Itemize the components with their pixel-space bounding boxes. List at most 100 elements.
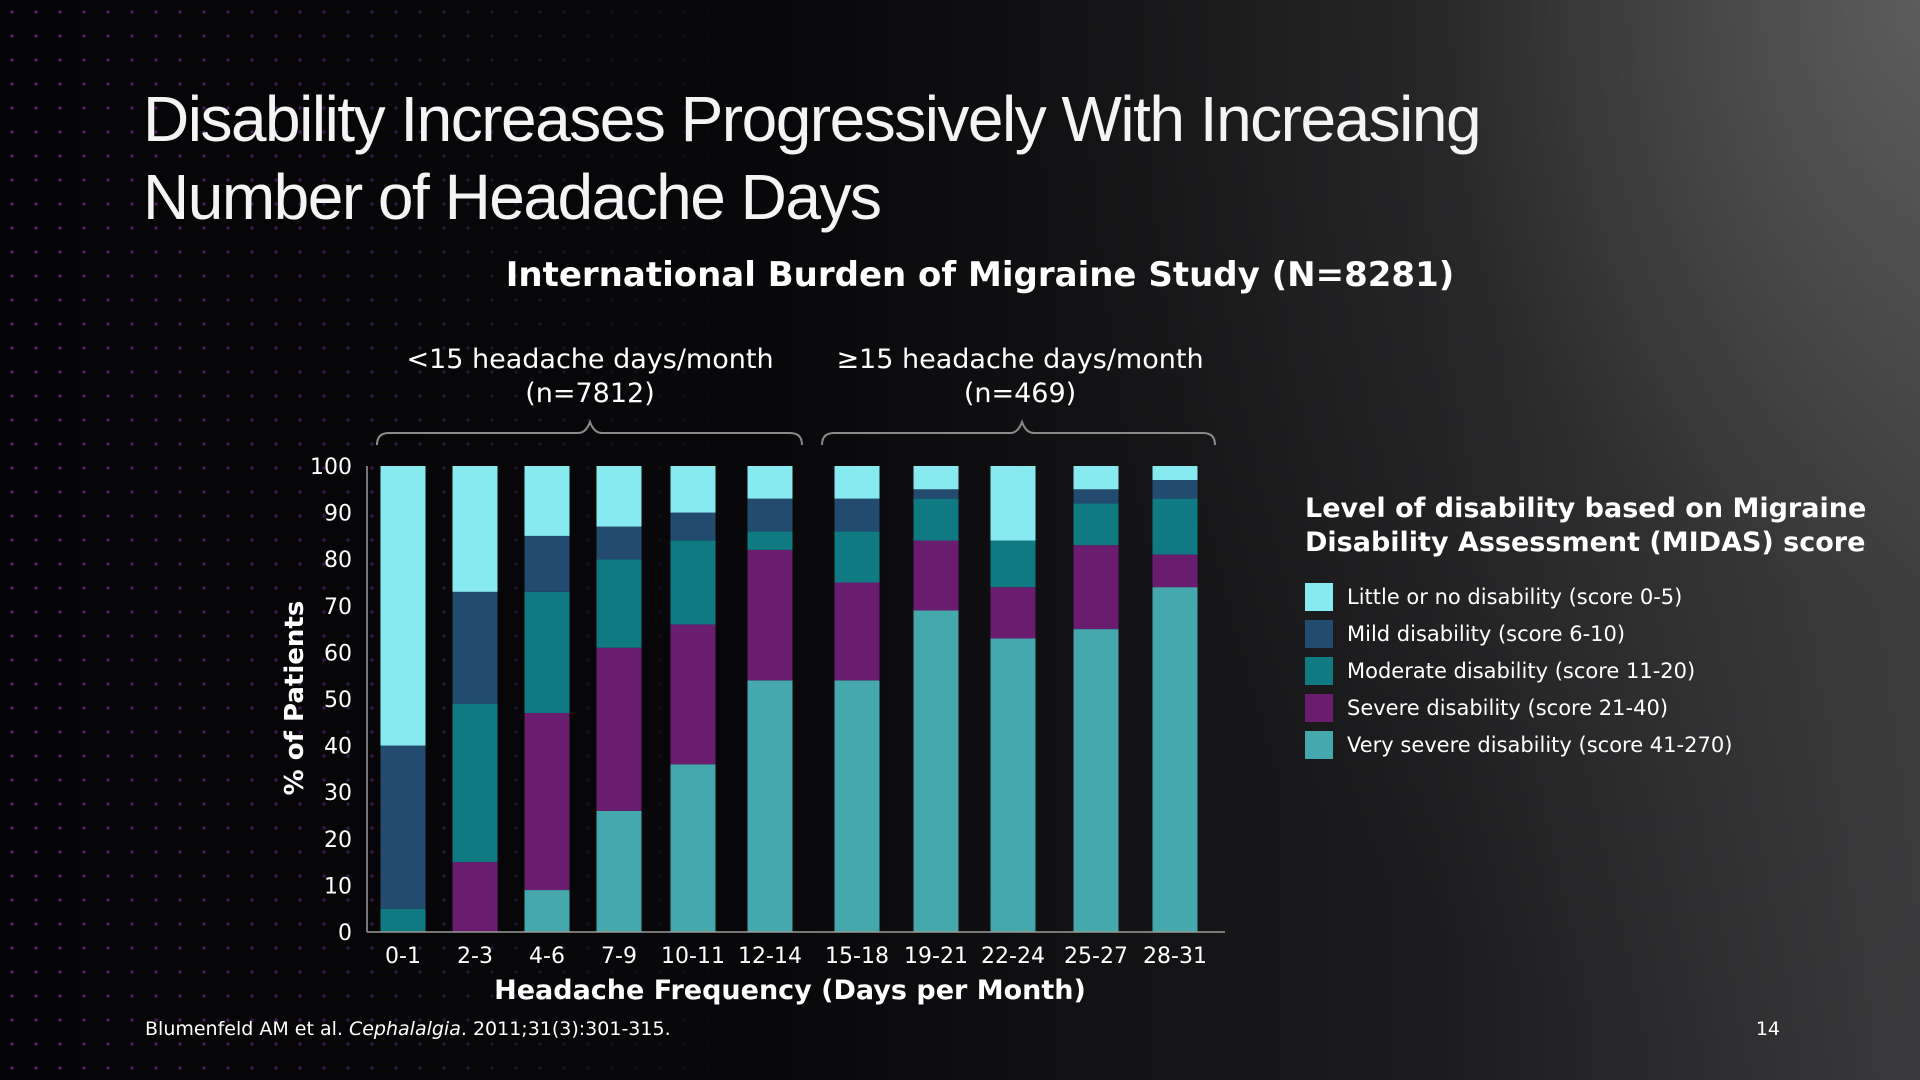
legend-swatch-severe [1305, 693, 1333, 722]
legend-label-mild: Mild disability (score 6-10) [1347, 621, 1626, 646]
bar-segment [834, 498, 880, 532]
bar-segment [1152, 498, 1198, 555]
bar-segment [524, 466, 570, 536]
bar-segment [1152, 587, 1198, 932]
x-tick-label: 0-1 [385, 944, 421, 969]
bar-segment [380, 908, 426, 932]
bar-segment [747, 549, 793, 681]
group-label-high-line1: ≥15 headache days/month [836, 344, 1204, 375]
bar-segment [524, 535, 570, 592]
bar-segment [1152, 479, 1198, 499]
x-axis-label: Headache Frequency (Days per Month) [494, 975, 1086, 1006]
x-tick-label: 15-18 [825, 944, 889, 969]
bar-segment [670, 540, 716, 625]
bar-segment [1073, 503, 1119, 546]
group-label-low-line2: (n=7812) [525, 378, 655, 409]
footnote-citation: Blumenfeld AM et al. Cephalalgia. 2011;3… [145, 1018, 671, 1040]
y-axis-label: % of Patients [280, 601, 310, 796]
y-tick-label: 30 [324, 781, 352, 806]
bar-segment [747, 498, 793, 532]
bar-segment [1152, 466, 1198, 480]
x-tick-label: 25-27 [1064, 944, 1128, 969]
bar-segment [452, 703, 498, 863]
legend-title-line1: Level of disability based on Migraine [1305, 493, 1867, 524]
footnote-journal: Cephalalgia [348, 1018, 461, 1040]
bar-segment [596, 647, 642, 811]
bar-segment [834, 582, 880, 681]
legend-label-moderate: Moderate disability (score 11-20) [1347, 658, 1696, 683]
bar-segment [670, 512, 716, 541]
bar-segment [524, 890, 570, 932]
bar-segment [596, 466, 642, 527]
bar-segment [670, 466, 716, 513]
bar-segment [834, 466, 880, 499]
x-tick-label: 10-11 [661, 944, 725, 969]
y-tick-label: 90 [324, 502, 352, 527]
bar-segment [380, 745, 426, 909]
bar-segment [596, 526, 642, 560]
bar-segment [1073, 545, 1119, 630]
x-tick-label: 2-3 [457, 944, 493, 969]
x-tick-label: 12-14 [738, 944, 802, 969]
group-label-high-line2: (n=469) [963, 378, 1077, 409]
bar-segment [670, 764, 716, 932]
bar-segment [834, 680, 880, 932]
x-tick-label: 4-6 [529, 944, 565, 969]
y-tick-label: 0 [338, 921, 352, 946]
bar-segment [913, 540, 959, 611]
y-tick-label: 50 [324, 688, 352, 713]
bar-segment [990, 638, 1036, 932]
y-tick-label: 80 [324, 548, 352, 573]
bar-segment [1073, 629, 1119, 932]
legend-label-little: Little or no disability (score 0-5) [1347, 584, 1683, 609]
group-label-high: ≥15 headache days/month (n=469) [810, 343, 1230, 411]
bar-segment [990, 587, 1036, 639]
legend-item-very-severe: Very severe disability (score 41-270) [1305, 726, 1905, 763]
bar-segment [1073, 466, 1119, 490]
bar-segment [452, 591, 498, 704]
bar-segment [913, 498, 959, 541]
legend: Level of disability based on Migraine Di… [1305, 492, 1905, 763]
bar-segment [524, 591, 570, 713]
bracket-low [376, 419, 803, 446]
bar-segment [747, 680, 793, 932]
bar-segment [452, 466, 498, 592]
legend-item-moderate: Moderate disability (score 11-20) [1305, 652, 1905, 689]
bar-segment [913, 610, 959, 932]
legend-swatch-moderate [1305, 656, 1333, 685]
y-tick-label: 60 [324, 641, 352, 666]
bar-segment [913, 466, 959, 490]
group-brackets [376, 419, 1216, 446]
bar-segment [596, 810, 642, 932]
slide-title-line1: Disability Increases Progressively With … [143, 83, 1482, 155]
legend-label-severe: Severe disability (score 21-40) [1347, 695, 1669, 720]
legend-swatch-mild [1305, 619, 1333, 648]
chart-subtitle: International Burden of Migraine Study (… [505, 255, 1455, 295]
bar-segment [596, 559, 642, 648]
legend-swatch-very-severe [1305, 730, 1333, 759]
legend-item-mild: Mild disability (score 6-10) [1305, 615, 1905, 652]
group-label-low: <15 headache days/month (n=7812) [380, 343, 800, 411]
bar-segment [834, 531, 880, 583]
slide-title: Disability Increases Progressively With … [143, 80, 1743, 236]
bar-segment [524, 712, 570, 891]
bars [380, 466, 1198, 932]
x-tick-label: 22-24 [981, 944, 1045, 969]
bar-segment [990, 540, 1036, 588]
group-label-low-line1: <15 headache days/month [406, 344, 774, 375]
x-tick-label: 19-21 [904, 944, 968, 969]
y-axis: 0 10 20 30 40 50 60 70 80 90 100 [310, 455, 368, 946]
footnote-reference: . 2011;31(3):301-315. [460, 1018, 671, 1040]
bar-segment [747, 531, 793, 550]
x-axis: 0-1 2-3 4-6 7-9 10-11 12-14 15-18 19-21 22-24 25-… [367, 931, 1225, 969]
legend-swatch-little [1305, 582, 1333, 611]
legend-label-very-severe: Very severe disability (score 41-270) [1347, 732, 1733, 757]
bar-segment [452, 862, 498, 932]
x-tick-label: 7-9 [601, 944, 637, 969]
y-tick-label: 70 [324, 595, 352, 620]
bar-segment [1152, 554, 1198, 588]
y-tick-label: 40 [324, 735, 352, 760]
bar-segment [1073, 489, 1119, 504]
legend-title-line2: Disability Assessment (MIDAS) score [1305, 527, 1866, 558]
